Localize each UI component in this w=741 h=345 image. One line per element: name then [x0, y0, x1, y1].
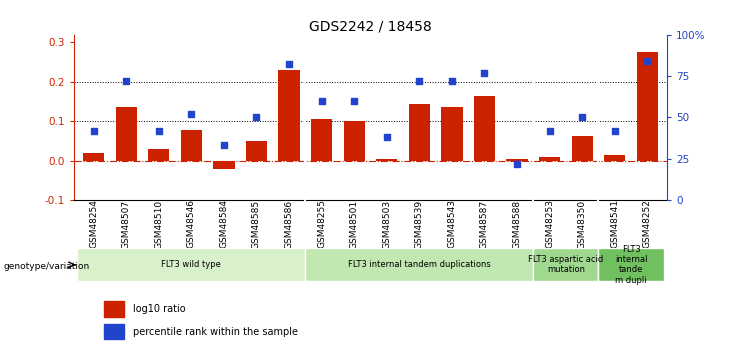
Text: GSM48539: GSM48539 [415, 199, 424, 248]
Text: genotype/variation: genotype/variation [4, 262, 90, 271]
Point [348, 98, 360, 104]
Point [511, 161, 523, 166]
Text: GSM48585: GSM48585 [252, 199, 261, 248]
Point [185, 111, 197, 117]
Bar [409, 104, 430, 161]
Text: GSM48588: GSM48588 [513, 199, 522, 248]
Text: GSM48586: GSM48586 [285, 199, 293, 248]
Point [153, 128, 165, 133]
Bar [213, 161, 234, 169]
Text: GSM48587: GSM48587 [480, 199, 489, 248]
Bar [116, 107, 137, 161]
Text: GSM48255: GSM48255 [317, 199, 326, 248]
Bar [305, 248, 534, 281]
Bar [604, 155, 625, 161]
Point [250, 115, 262, 120]
Bar [181, 130, 202, 161]
Point [120, 78, 132, 83]
Bar [246, 141, 267, 161]
Bar [571, 136, 593, 161]
Text: FLT3 internal tandem duplications: FLT3 internal tandem duplications [348, 260, 491, 269]
Point [479, 70, 491, 75]
Point [283, 61, 295, 67]
Point [642, 58, 654, 64]
Bar [376, 159, 397, 161]
Bar [77, 248, 305, 281]
Bar [442, 107, 462, 161]
Bar [539, 157, 560, 161]
Text: GSM48510: GSM48510 [154, 199, 163, 248]
Title: GDS2242 / 18458: GDS2242 / 18458 [309, 19, 432, 33]
Text: GSM48507: GSM48507 [122, 199, 130, 248]
Point [544, 128, 556, 133]
Point [218, 143, 230, 148]
Text: percentile rank within the sample: percentile rank within the sample [133, 327, 299, 337]
Bar [534, 248, 599, 281]
Point [609, 128, 621, 133]
Text: FLT3 aspartic acid
mutation: FLT3 aspartic acid mutation [528, 255, 604, 275]
Bar [104, 301, 124, 317]
Bar [344, 121, 365, 161]
Text: GSM48501: GSM48501 [350, 199, 359, 248]
Text: GSM48584: GSM48584 [219, 199, 228, 248]
Point [446, 78, 458, 83]
Text: GSM48541: GSM48541 [611, 199, 619, 248]
Text: GSM48350: GSM48350 [578, 199, 587, 248]
Text: log10 ratio: log10 ratio [133, 304, 186, 314]
Bar [83, 153, 104, 161]
Text: FLT3
internal
tande
m dupli: FLT3 internal tande m dupli [615, 245, 648, 285]
Text: FLT3 wild type: FLT3 wild type [162, 260, 222, 269]
Bar [599, 248, 664, 281]
Bar [279, 70, 299, 161]
Bar [637, 52, 658, 161]
Text: GSM48254: GSM48254 [89, 199, 98, 248]
Text: GSM48543: GSM48543 [448, 199, 456, 248]
Point [576, 115, 588, 120]
Bar [507, 159, 528, 161]
Text: GSM48503: GSM48503 [382, 199, 391, 248]
Point [381, 135, 393, 140]
Point [413, 78, 425, 83]
Text: GSM48546: GSM48546 [187, 199, 196, 248]
Point [87, 128, 99, 133]
Text: GSM48253: GSM48253 [545, 199, 554, 248]
Bar [148, 149, 170, 161]
Bar [474, 96, 495, 161]
Text: GSM48252: GSM48252 [643, 199, 652, 248]
Bar [311, 119, 332, 161]
Bar [104, 324, 124, 339]
Point [316, 98, 328, 104]
